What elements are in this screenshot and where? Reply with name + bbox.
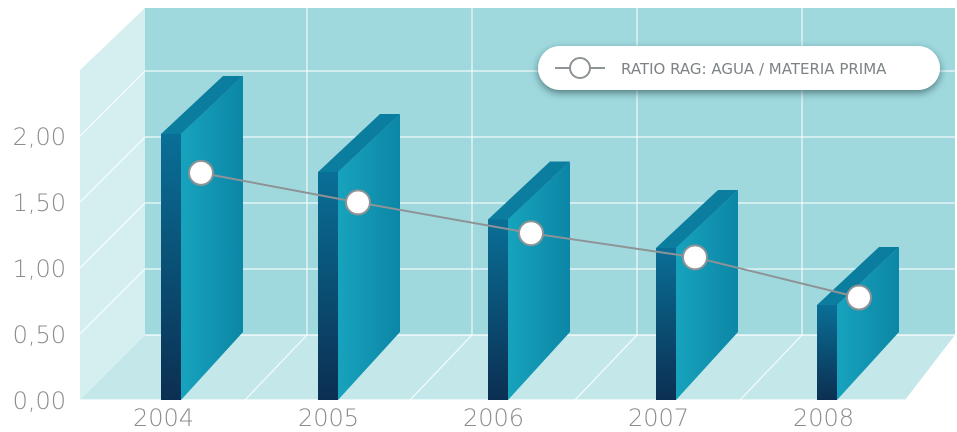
x-tick-label: 2004 [133,404,194,432]
line-point [188,159,214,186]
line-point [518,220,544,247]
y-tick-label: 0,50 [13,321,66,349]
gridline-floor [739,334,803,401]
bar-front-face [161,134,181,400]
bar-side-face [508,161,570,400]
y-tick-label: 0,00 [13,387,66,415]
y-tick-label: 1,00 [13,255,66,283]
gridline-floor [409,334,473,401]
y-axis-ticks: 0,00 0,50 1,00 1,50 2,00 [13,123,66,415]
gridline-floor [574,334,638,401]
y-tick-label: 2,00 [13,123,66,151]
legend-marker-icon [569,57,591,79]
bar-front-face [488,219,508,400]
bar-front-face [318,172,338,400]
bar-top-face [161,76,243,134]
bar-front-face [817,305,837,400]
x-tick-label: 2006 [463,404,524,432]
bar-side-face [676,190,738,400]
bar [161,76,243,400]
x-axis-ticks: 2004 2005 2006 2007 2008 [133,404,854,432]
line-point [846,284,872,311]
legend-content: RATIO RAG: AGUA / MATERIA PRIMA [555,57,887,79]
line-point [345,189,371,216]
y-tick-label: 1,50 [13,189,66,217]
x-tick-label: 2008 [793,404,854,432]
line-point [682,244,708,271]
legend [538,46,940,90]
bar-top-face [318,114,400,172]
bar [318,114,400,400]
ratio-line [188,159,872,311]
bar [656,190,738,400]
bar-top-face [488,161,570,220]
x-tick-label: 2005 [298,404,359,432]
bar [488,161,570,400]
bar-front-face [656,248,676,400]
bar [817,247,899,400]
x-tick-label: 2007 [628,404,689,432]
legend-label: RATIO RAG: AGUA / MATERIA PRIMA [621,60,887,78]
bar-top-face [817,247,899,305]
bar-side-face [837,247,899,400]
bar-top-face [656,190,738,248]
legend-box [538,46,940,90]
bars [161,76,899,400]
gridline-side [79,202,146,269]
gridline-side [79,136,146,203]
side-wall [80,8,145,400]
bar-side-face [338,114,400,400]
gridline-floor [244,334,308,401]
gridline-side [79,268,146,335]
gridline-side [79,70,146,137]
bar-side-face [181,76,243,400]
